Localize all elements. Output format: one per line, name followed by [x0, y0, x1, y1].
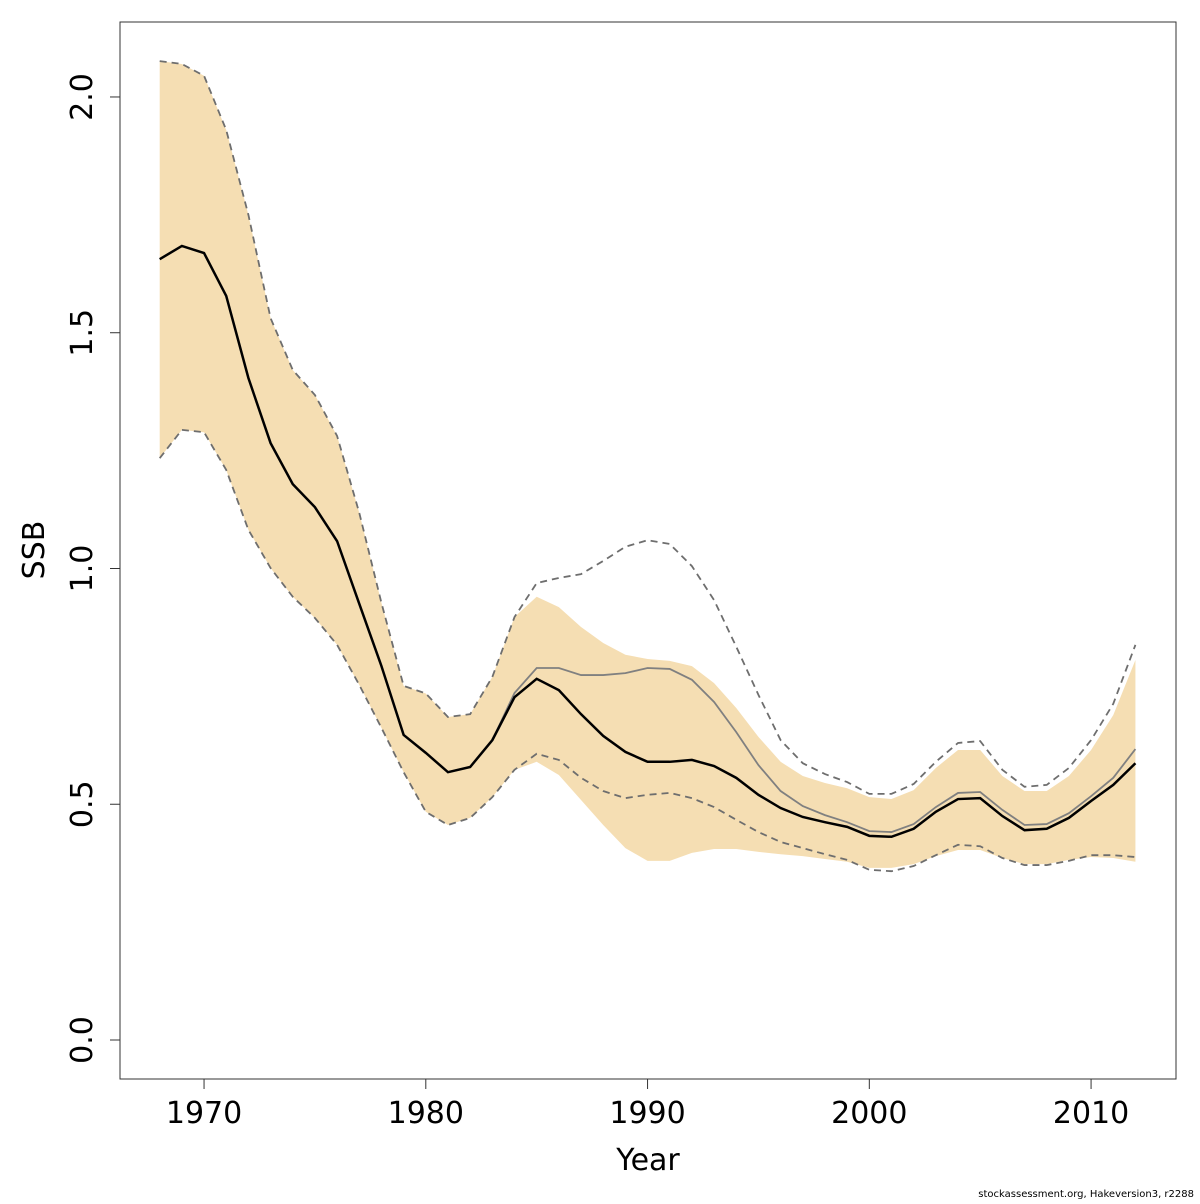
- y-tick-label: 1.5: [65, 309, 100, 357]
- y-tick-label: 0.5: [65, 780, 100, 828]
- series-line: [159, 244, 1137, 839]
- x-axis-label: Year: [615, 1143, 680, 1178]
- y-tick-label: 0.0: [65, 1016, 100, 1064]
- x-tick-label: 1980: [388, 1096, 464, 1131]
- interval-line: [158, 428, 1136, 873]
- x-tick-label: 2000: [831, 1096, 907, 1131]
- interval-line: [159, 60, 1137, 795]
- x-tick-label: 1970: [166, 1096, 242, 1131]
- confidence-band: [159, 61, 1136, 868]
- x-tick-label: 2010: [1053, 1096, 1129, 1131]
- y-axis-label: SSB: [17, 521, 52, 580]
- y-tick-label: 2.0: [65, 73, 100, 121]
- x-tick-label: 1990: [609, 1096, 685, 1131]
- footnote: stockassessment.org, Hakeversion3, r2288: [978, 1189, 1194, 1200]
- y-tick-label: 1.0: [65, 545, 100, 593]
